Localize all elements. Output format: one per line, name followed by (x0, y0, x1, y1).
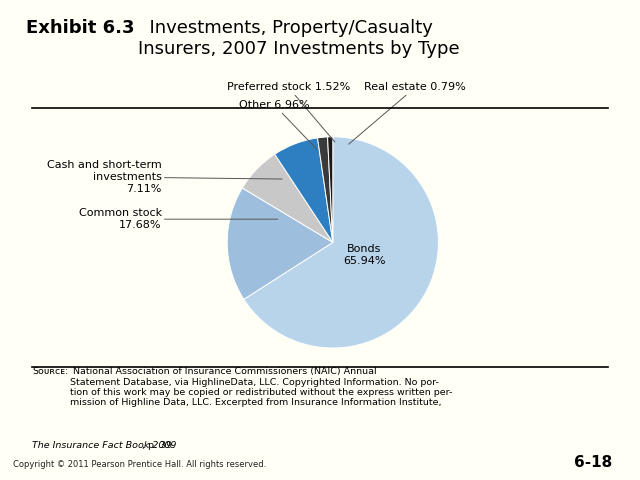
Text: Copyright © 2011 Pearson Prentice Hall. All rights reserved.: Copyright © 2011 Pearson Prentice Hall. … (13, 460, 266, 469)
Text: Sᴏᴜʀᴄᴇ:: Sᴏᴜʀᴄᴇ: (32, 367, 68, 376)
Text: National Association of Insurance Commissioners (NAIC) Annual
Statement Database: National Association of Insurance Commis… (70, 367, 452, 408)
Wedge shape (275, 138, 333, 242)
Wedge shape (227, 188, 333, 300)
Text: Other 6.96%: Other 6.96% (239, 100, 317, 149)
Text: , p. 39.: , p. 39. (142, 441, 175, 449)
Wedge shape (317, 137, 333, 242)
Text: Real estate 0.79%: Real estate 0.79% (349, 83, 466, 144)
Wedge shape (243, 154, 333, 242)
Wedge shape (244, 137, 438, 348)
Text: Investments, Property/Casualty
Insurers, 2007 Investments by Type: Investments, Property/Casualty Insurers,… (138, 19, 460, 58)
Text: Common stock
17.68%: Common stock 17.68% (79, 208, 278, 230)
Text: Cash and short-term
investments
7.11%: Cash and short-term investments 7.11% (47, 160, 282, 193)
Text: 6-18: 6-18 (575, 455, 612, 470)
Text: Bonds
65.94%: Bonds 65.94% (343, 244, 386, 266)
Wedge shape (328, 137, 333, 242)
Text: Exhibit 6.3: Exhibit 6.3 (26, 19, 134, 37)
Text: Preferred stock 1.52%: Preferred stock 1.52% (227, 83, 350, 142)
Text: The Insurance Fact Book 2009: The Insurance Fact Book 2009 (32, 441, 177, 449)
